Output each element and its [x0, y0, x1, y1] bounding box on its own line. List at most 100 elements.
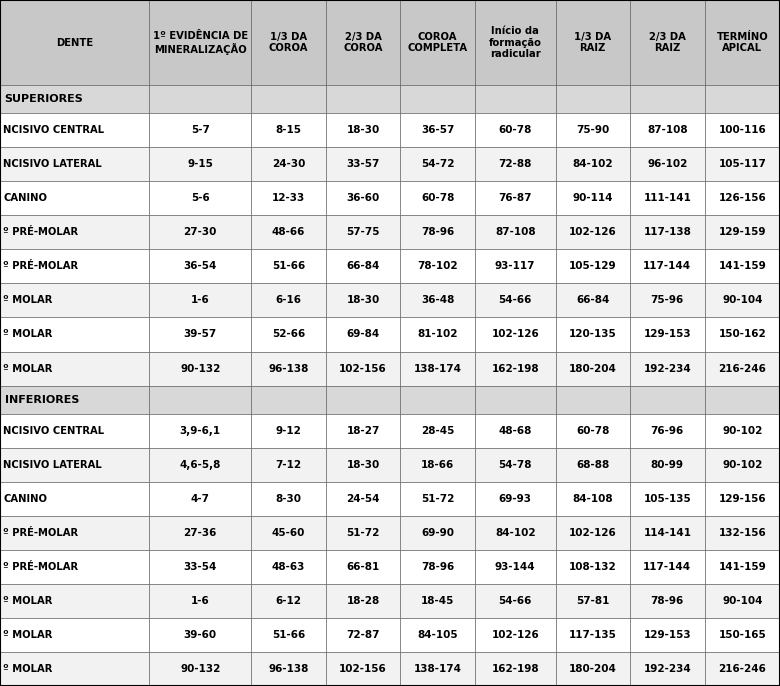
Text: CANINO: CANINO: [3, 494, 47, 504]
Text: 18-30: 18-30: [346, 296, 380, 305]
Text: 9-15: 9-15: [187, 159, 213, 169]
Bar: [149, 85, 251, 113]
Text: 114-141: 114-141: [644, 528, 691, 538]
Bar: [704, 283, 780, 318]
Text: 76-87: 76-87: [498, 193, 532, 203]
Bar: [0, 584, 149, 618]
Bar: [704, 85, 780, 113]
Bar: [400, 414, 475, 448]
Text: 105-129: 105-129: [569, 261, 617, 272]
Bar: [555, 250, 630, 283]
Text: 180-204: 180-204: [569, 664, 617, 674]
Text: 1-6: 1-6: [191, 596, 210, 606]
Text: NCISIVO LATERAL: NCISIVO LATERAL: [3, 159, 102, 169]
Bar: [326, 516, 400, 550]
Bar: [475, 618, 555, 652]
Text: 192-234: 192-234: [644, 364, 691, 374]
Bar: [149, 283, 251, 318]
Text: 87-108: 87-108: [495, 227, 536, 237]
Bar: [326, 482, 400, 516]
Bar: [630, 652, 704, 686]
Text: 126-156: 126-156: [718, 193, 766, 203]
Bar: [475, 0, 555, 85]
Bar: [475, 652, 555, 686]
Text: 90-104: 90-104: [722, 296, 763, 305]
Bar: [326, 584, 400, 618]
Bar: [400, 215, 475, 250]
Text: CANINO: CANINO: [3, 193, 47, 203]
Bar: [400, 584, 475, 618]
Bar: [0, 351, 149, 386]
Bar: [400, 85, 475, 113]
Bar: [0, 414, 149, 448]
Text: 39-57: 39-57: [183, 329, 217, 340]
Text: 138-174: 138-174: [413, 364, 462, 374]
Bar: [704, 250, 780, 283]
Bar: [149, 482, 251, 516]
Bar: [0, 386, 149, 414]
Text: 90-132: 90-132: [180, 364, 221, 374]
Text: Início da
formação
radicular: Início da formação radicular: [489, 26, 541, 59]
Bar: [555, 318, 630, 351]
Bar: [475, 283, 555, 318]
Text: 96-138: 96-138: [268, 664, 309, 674]
Text: 192-234: 192-234: [644, 664, 691, 674]
Bar: [555, 215, 630, 250]
Bar: [475, 147, 555, 181]
Text: 18-27: 18-27: [346, 426, 380, 436]
Bar: [630, 618, 704, 652]
Bar: [326, 0, 400, 85]
Bar: [555, 181, 630, 215]
Bar: [149, 147, 251, 181]
Bar: [400, 448, 475, 482]
Bar: [149, 550, 251, 584]
Text: 102-126: 102-126: [569, 528, 617, 538]
Text: 69-90: 69-90: [421, 528, 454, 538]
Text: 162-198: 162-198: [491, 364, 539, 374]
Text: TERMÍNO
APICAL: TERMÍNO APICAL: [716, 32, 768, 54]
Text: 84-102: 84-102: [573, 159, 613, 169]
Bar: [704, 584, 780, 618]
Text: 78-102: 78-102: [417, 261, 458, 272]
Text: 105-117: 105-117: [718, 159, 766, 169]
Bar: [0, 652, 149, 686]
Text: 72-88: 72-88: [498, 159, 532, 169]
Text: 84-108: 84-108: [573, 494, 613, 504]
Text: 180-204: 180-204: [569, 364, 617, 374]
Text: 60-78: 60-78: [576, 426, 609, 436]
Text: 129-159: 129-159: [718, 227, 766, 237]
Text: 75-90: 75-90: [576, 126, 609, 135]
Text: 96-138: 96-138: [268, 364, 309, 374]
Bar: [630, 448, 704, 482]
Bar: [630, 482, 704, 516]
Bar: [326, 250, 400, 283]
Bar: [149, 181, 251, 215]
Text: 28-45: 28-45: [421, 426, 455, 436]
Text: 102-156: 102-156: [339, 664, 387, 674]
Bar: [630, 318, 704, 351]
Bar: [475, 448, 555, 482]
Bar: [555, 147, 630, 181]
Bar: [555, 618, 630, 652]
Bar: [251, 516, 326, 550]
Bar: [400, 147, 475, 181]
Text: 39-60: 39-60: [183, 630, 217, 640]
Bar: [251, 448, 326, 482]
Bar: [704, 351, 780, 386]
Text: 84-102: 84-102: [495, 528, 536, 538]
Text: 78-96: 78-96: [421, 562, 454, 572]
Text: 1/3 DA
RAIZ: 1/3 DA RAIZ: [574, 32, 612, 54]
Bar: [251, 0, 326, 85]
Bar: [149, 618, 251, 652]
Text: º MOLAR: º MOLAR: [3, 596, 52, 606]
Text: SUPERIORES: SUPERIORES: [5, 94, 83, 104]
Text: 72-87: 72-87: [346, 630, 380, 640]
Bar: [630, 0, 704, 85]
Text: 36-54: 36-54: [183, 261, 217, 272]
Bar: [630, 147, 704, 181]
Text: º PRÉ-MOLAR: º PRÉ-MOLAR: [3, 227, 78, 237]
Text: 48-66: 48-66: [272, 227, 305, 237]
Text: 6-12: 6-12: [275, 596, 302, 606]
Text: 36-57: 36-57: [421, 126, 455, 135]
Bar: [704, 0, 780, 85]
